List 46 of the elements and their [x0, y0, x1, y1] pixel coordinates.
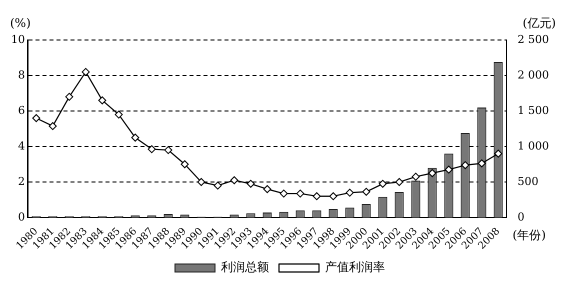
y-tick-label: 6: [18, 104, 25, 117]
y2-tick-label: 500: [518, 174, 539, 188]
point: [148, 145, 156, 154]
point: [362, 188, 370, 196]
point: [378, 180, 387, 188]
y2-tick-label: 0: [518, 210, 525, 224]
point: [197, 178, 206, 186]
point: [478, 159, 486, 168]
point: [494, 150, 502, 158]
y2-tick-label: 2 500: [518, 32, 550, 46]
y-tick-label: 10: [10, 32, 25, 46]
point: [329, 192, 338, 200]
point: [114, 110, 123, 119]
y2-tick-label: 2 000: [518, 68, 550, 82]
point: [180, 160, 189, 168]
y2-tick-label: 1 500: [518, 104, 550, 117]
point: [461, 161, 470, 170]
legend-label: 利润总额: [221, 260, 269, 274]
y-tick-label: 2: [18, 174, 25, 188]
point: [131, 134, 140, 142]
point: [280, 190, 288, 198]
point: [412, 172, 420, 181]
y-axis-title: (%): [10, 16, 31, 30]
point: [32, 114, 40, 122]
y2-tick-label: 1 000: [518, 139, 550, 152]
point: [214, 182, 222, 190]
point: [48, 122, 57, 130]
legend-label: 产值利润率: [325, 260, 385, 274]
point: [164, 146, 172, 154]
point: [428, 169, 436, 178]
y-tick-label: 0: [18, 210, 25, 224]
y2-axis-title: (亿元): [522, 16, 556, 30]
point: [82, 68, 90, 76]
point: [65, 92, 74, 101]
point: [395, 178, 404, 186]
point: [296, 190, 304, 198]
x-axis-title: (年份): [512, 228, 546, 242]
point: [312, 192, 321, 200]
y-tick-label: 4: [18, 139, 25, 152]
point: [230, 176, 238, 184]
point: [246, 180, 255, 188]
point: [444, 166, 453, 174]
point: [98, 96, 106, 104]
point: [346, 188, 354, 197]
y-tick-label: 8: [18, 68, 25, 82]
point: [263, 185, 272, 194]
